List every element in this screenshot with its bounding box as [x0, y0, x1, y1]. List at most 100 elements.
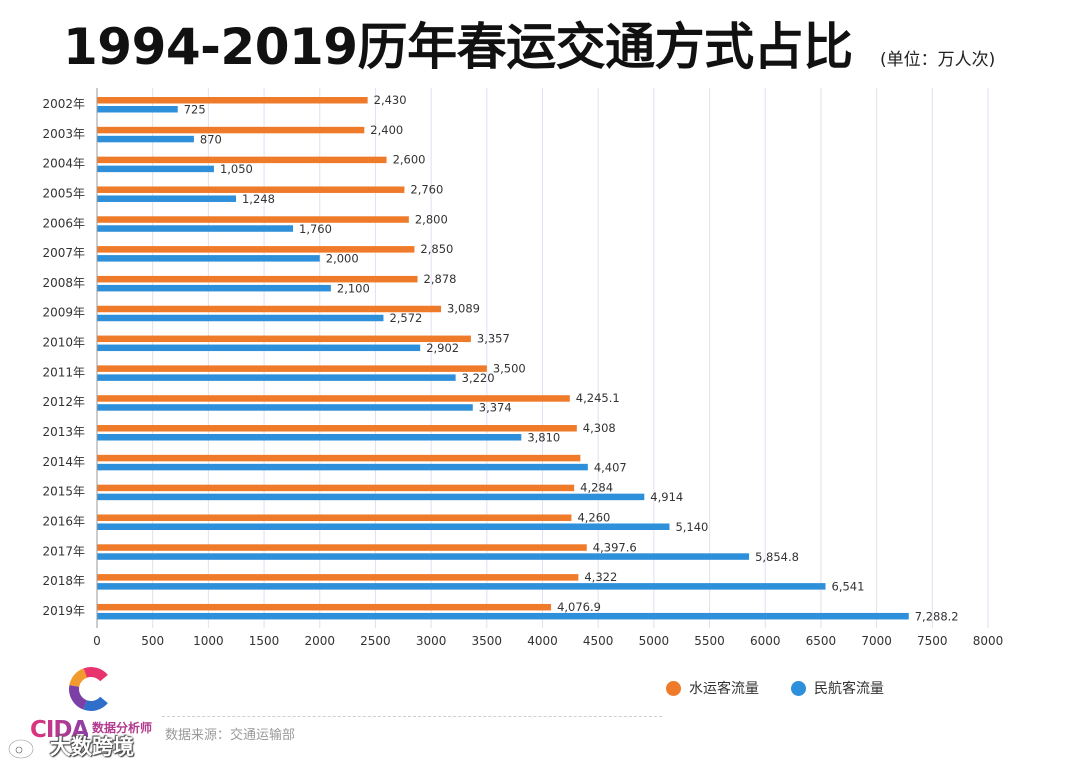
water-transport-bar — [97, 544, 587, 551]
air-transport-value-label: 870 — [200, 132, 222, 146]
air-transport-value-label: 3,810 — [527, 431, 560, 445]
year-label: 2006年 — [42, 216, 85, 230]
water-transport-value-label: 4,308 — [583, 421, 616, 435]
year-label: 2009年 — [42, 306, 85, 320]
x-tick-label: 5000 — [639, 634, 670, 648]
air-transport-value-label: 2,100 — [337, 281, 370, 295]
legend-swatch-water-transport — [666, 680, 681, 696]
water-transport-bar — [97, 603, 552, 611]
air-transport-bar — [97, 434, 522, 441]
year-label: 2016年 — [42, 514, 85, 528]
air-transport-value-label: 1,050 — [220, 162, 253, 176]
water-transport-value-label: 2,400 — [370, 123, 403, 137]
air-transport-bar — [97, 284, 331, 292]
x-tick-label: 6500 — [806, 634, 837, 648]
air-transport-bar — [97, 463, 588, 471]
x-tick-label: 500 — [141, 634, 164, 648]
x-tick-label: 7500 — [917, 634, 948, 648]
year-label: 2015年 — [42, 485, 85, 499]
year-label: 2004年 — [42, 157, 85, 171]
air-transport-value-label: 7,288.2 — [915, 609, 959, 623]
weibo-icon — [7, 737, 42, 760]
air-transport-bar — [97, 255, 320, 262]
x-tick-label: 1500 — [249, 634, 280, 648]
water-transport-bar — [97, 335, 471, 343]
x-tick-label: 5500 — [694, 634, 725, 648]
x-tick-label: 7000 — [861, 634, 892, 648]
footer-divider — [162, 716, 662, 717]
air-transport-bar — [97, 165, 214, 173]
x-tick-label: 4500 — [583, 634, 614, 648]
water-transport-value-label: 4,322 — [584, 570, 617, 584]
air-transport-bar — [97, 583, 826, 590]
water-transport-bar — [97, 574, 579, 581]
year-label: 2010年 — [42, 336, 85, 350]
air-transport-bar — [97, 135, 194, 143]
air-transport-bar — [97, 344, 421, 352]
water-transport-value-label: 4,397.6 — [593, 540, 637, 554]
water-transport-bar — [97, 97, 368, 104]
water-transport-value-label: 3,357 — [477, 332, 510, 346]
air-transport-value-label: 3,374 — [479, 401, 512, 415]
legend-item-water-transport: 水运客流量 — [666, 678, 759, 698]
water-transport-bar — [97, 126, 365, 134]
air-transport-value-label: 4,914 — [650, 490, 683, 504]
air-transport-bar — [97, 404, 473, 411]
water-transport-bar — [97, 514, 572, 521]
x-tick-label: 2000 — [304, 634, 335, 648]
logo-wordmark: CIDA — [30, 717, 89, 743]
page-title: 1994-2019历年春运交通方式占比 — [63, 18, 853, 76]
air-transport-bar — [97, 493, 645, 501]
data-source: 数据来源：交通运输部 — [165, 728, 296, 743]
year-label: 2012年 — [42, 395, 85, 409]
water-transport-value-label: 2,878 — [424, 272, 457, 286]
air-transport-bar — [97, 225, 294, 232]
air-transport-bar — [97, 553, 750, 560]
legend-item-air-transport: 民航客流量 — [791, 678, 884, 698]
water-transport-bar — [97, 425, 577, 432]
legend-label-air-transport: 民航客流量 — [814, 681, 884, 697]
air-transport-value-label: 1,248 — [242, 192, 275, 206]
water-transport-bar — [97, 275, 418, 283]
legend: 水运客流量 民航客流量 — [666, 678, 884, 698]
air-transport-value-label: 1,760 — [299, 222, 332, 236]
year-label: 2018年 — [42, 574, 85, 588]
year-label: 2002年 — [42, 97, 85, 111]
water-transport-bar — [97, 454, 581, 462]
air-transport-bar — [97, 374, 456, 381]
water-transport-value-label: 2,850 — [420, 242, 453, 256]
water-transport-value-label: 4,245.1 — [576, 391, 620, 405]
x-tick-label: 3000 — [416, 634, 447, 648]
x-tick-label: 6000 — [750, 634, 781, 648]
year-label: 2013年 — [42, 425, 85, 439]
x-tick-label: 2500 — [360, 634, 391, 648]
water-transport-bar — [97, 305, 442, 313]
watermark: 大数跨境 — [6, 733, 134, 761]
air-transport-bar — [97, 195, 236, 202]
air-transport-value-label: 5,140 — [675, 520, 708, 534]
water-transport-bar — [97, 365, 487, 372]
year-label: 2008年 — [42, 276, 85, 290]
water-transport-bar — [97, 186, 405, 193]
year-label: 2014年 — [42, 455, 85, 469]
x-tick-label: 0 — [93, 634, 101, 648]
air-transport-value-label: 6,541 — [832, 580, 865, 594]
legend-label-water-transport: 水运客流量 — [689, 681, 759, 697]
water-transport-value-label: 2,600 — [393, 153, 426, 167]
water-transport-value-label: 4,284 — [580, 481, 613, 495]
air-transport-bar — [97, 106, 178, 113]
water-transport-bar — [97, 484, 575, 492]
water-transport-bar — [97, 246, 415, 253]
water-transport-value-label: 3,500 — [493, 361, 526, 375]
air-transport-value-label: 4,407 — [594, 460, 627, 474]
air-transport-value-label: 2,902 — [426, 341, 459, 355]
water-transport-bar — [97, 395, 570, 402]
air-transport-value-label: 3,220 — [462, 371, 495, 385]
bar-chart: 0 500 1000 1500 2000 2500 3000 3500 4000 4500 5000… — [42, 88, 1003, 648]
x-tick-label: 4000 — [527, 634, 558, 648]
watermark-text: 大数跨境 — [50, 735, 134, 759]
air-transport-value-label: 5,854.8 — [755, 550, 799, 564]
water-transport-value-label: 2,760 — [410, 182, 443, 196]
water-transport-value-label: 2,800 — [415, 212, 448, 226]
year-label: 2011年 — [42, 365, 85, 379]
